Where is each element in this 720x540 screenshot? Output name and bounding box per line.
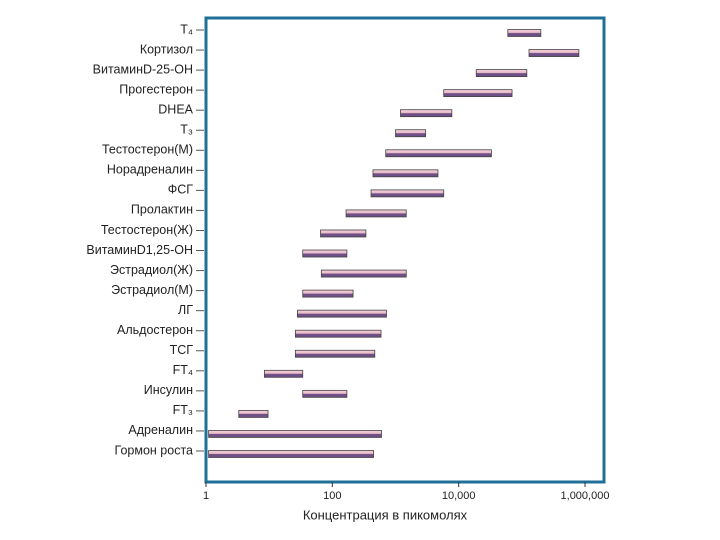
range-bar [263,369,304,378]
y-category-label: Адреналин [128,423,193,437]
y-category-label: Эстрадиол(М) [111,283,193,297]
y-category-label: T₃ [180,123,193,137]
range-bar [385,149,492,158]
y-category-label: DHEA [158,102,193,116]
y-category-label: Норадреналин [107,163,193,177]
y-category-label: FT₄ [173,363,193,377]
y-category-label: Гормон роста [115,443,193,457]
range-bar [208,450,374,458]
y-category-label: FT₃ [173,403,193,417]
x-tick-label: 100 [323,490,341,502]
y-category-label: Тестостерон(Ж) [101,223,193,237]
range-bar [370,189,445,198]
y-category-label: ЛГ [178,303,193,317]
range-bar [400,109,453,118]
range-bar [302,249,348,258]
y-category-label: Эстрадиол(Ж) [110,263,193,277]
x-tick-label: 1 [203,490,209,502]
x-axis-title: Концентрация в пикомолях [303,507,468,522]
y-category-label: Кортизол [140,42,193,56]
y-category-label: ТСГ [170,343,194,357]
y-category-label: ФСГ [168,183,194,197]
y-category-label: ВитаминD-25-OH [93,62,193,76]
y-category-label: T₄ [180,22,193,36]
range-bar [320,229,367,238]
range-bar [208,430,382,438]
range-bar [475,69,528,77]
y-category-label: Альдостерон [117,323,193,337]
range-bar [302,289,354,298]
range-bar [297,309,387,318]
y-category-label: Тестостерон(М) [102,143,193,157]
y-category-label: ВитаминD1,25-OH [86,243,193,257]
x-tick-label: 10,000 [442,490,476,502]
range-bar [294,349,376,358]
range-bar [345,209,407,218]
y-category-label: Инсулин [144,383,193,397]
plot-frame [204,16,606,484]
range-bar [395,129,427,138]
range-bar [238,410,269,418]
range-bar [528,49,580,57]
range-bar [302,389,348,398]
range-bar [507,29,542,37]
range-bar [372,169,439,178]
range-bar [294,329,382,338]
y-category-label: Пролактин [131,203,193,217]
y-category-label: Прогестерон [119,82,193,96]
x-tick-label: 1,000,000 [561,490,610,502]
range-bar [443,89,513,98]
range-bar [320,269,407,278]
